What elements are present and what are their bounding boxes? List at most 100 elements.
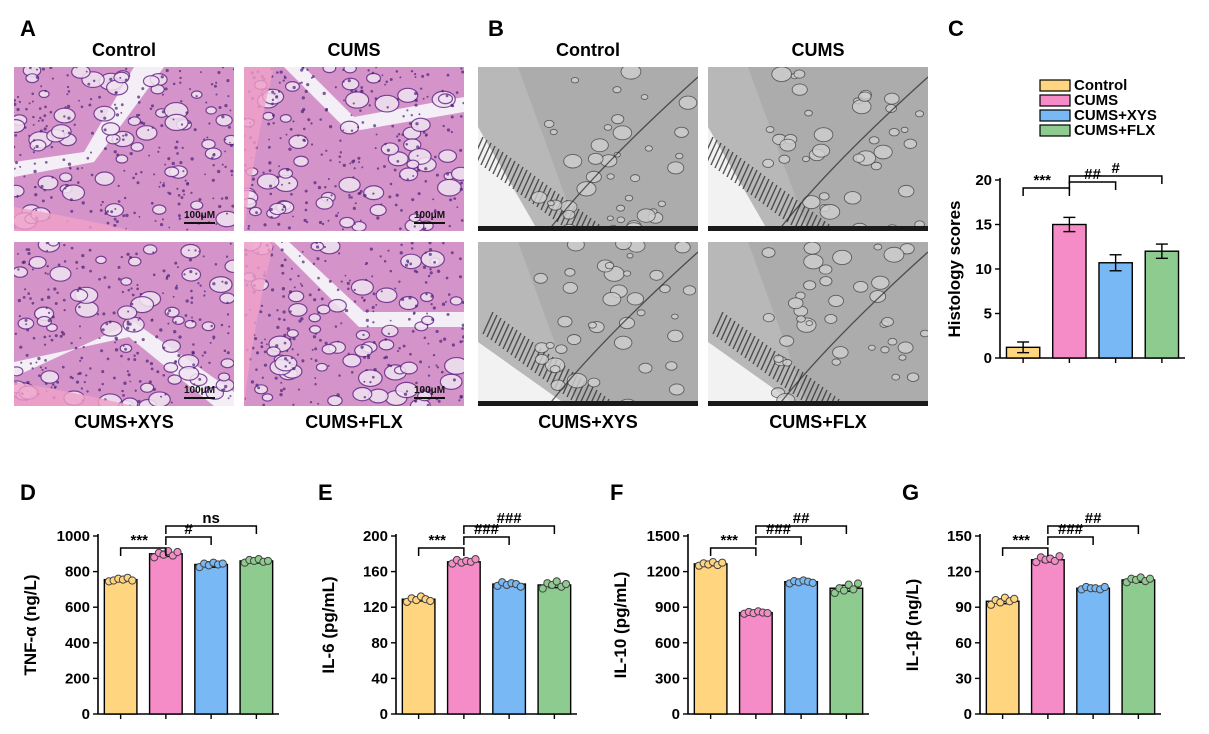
data-point xyxy=(986,600,996,609)
legend-swatch xyxy=(1039,124,1071,137)
data-point xyxy=(128,576,137,585)
data-point xyxy=(763,609,772,618)
data-point xyxy=(552,577,561,586)
legend-swatch xyxy=(1039,79,1071,92)
bar xyxy=(693,563,728,715)
bar xyxy=(401,598,436,715)
tem-image-cums xyxy=(708,67,928,231)
panel-b-letter: B xyxy=(488,16,504,41)
y-tick-label: 400 xyxy=(65,635,90,652)
bar xyxy=(1076,587,1111,715)
he-image-cums-xys xyxy=(14,242,234,406)
panel-a-letter: A xyxy=(20,16,36,41)
y-tick-label: 30 xyxy=(955,670,972,687)
tem-info-bar xyxy=(708,401,928,406)
panel-a-label-cums-flx: CUMS+FLX xyxy=(305,412,403,432)
y-tick-label: 0 xyxy=(380,706,388,723)
scale-bar-control: 100μM xyxy=(184,210,216,224)
data-point xyxy=(996,598,1005,607)
tem-texture xyxy=(708,242,928,406)
significance-label: ns xyxy=(202,510,220,527)
data-point xyxy=(853,579,863,588)
scale-bar-cums-xys: 100μM xyxy=(184,385,216,399)
bar xyxy=(446,561,481,715)
y-tick-label: 60 xyxy=(955,635,972,652)
tnf-alpha-chart: 0 200 400 600 800 1000 TNF-α (ng/L) *** # ns xyxy=(21,510,279,723)
significance-bracket xyxy=(463,536,510,545)
data-point xyxy=(1145,574,1155,583)
tem-info-bar xyxy=(478,226,698,231)
significance-bracket xyxy=(1047,536,1094,545)
tem-texture xyxy=(708,67,928,231)
data-point xyxy=(173,547,182,557)
y-axis-label: IL-6 (pg/mL) xyxy=(319,576,338,673)
significance-bracket xyxy=(1047,525,1140,534)
legend-swatch xyxy=(1039,109,1071,122)
bar xyxy=(1098,262,1133,359)
y-tick-label: 1200 xyxy=(647,564,680,581)
y-tick-label: 20 xyxy=(975,172,992,189)
data-point xyxy=(1010,594,1019,603)
panel-a-label-control: Control xyxy=(92,40,156,60)
he-texture xyxy=(14,242,234,406)
y-tick-label: 0 xyxy=(672,706,680,723)
significance-label: *** xyxy=(428,532,446,549)
significance-bracket xyxy=(1022,187,1071,196)
significance-bracket xyxy=(1068,175,1163,184)
panel-d-letter: D xyxy=(20,480,36,505)
y-tick-label: 90 xyxy=(955,599,972,616)
data-point xyxy=(426,596,435,606)
data-point xyxy=(844,580,853,589)
data-point xyxy=(808,578,817,587)
y-tick-label: 0 xyxy=(984,350,992,367)
il-1beta-chart: 0 30 60 90 120 150 IL-1β (ng/L) *** ##### xyxy=(903,510,1161,723)
legend-label: CUMS+XYS xyxy=(1074,107,1157,124)
significance-bracket xyxy=(755,525,848,534)
bar xyxy=(103,578,138,715)
panel-b-label-cums-flx: CUMS+FLX xyxy=(769,412,867,432)
significance-bracket xyxy=(119,547,167,556)
y-tick-label: 0 xyxy=(964,706,972,723)
panel-a-label-cums: CUMS xyxy=(327,40,381,60)
tem-texture xyxy=(478,242,698,406)
data-point xyxy=(718,558,727,567)
panel-b-label-control: Control xyxy=(556,40,620,60)
significance-bracket xyxy=(417,547,465,556)
significance-label: *** xyxy=(1033,172,1051,189)
panel-f-letter: F xyxy=(610,480,624,505)
panel-e-letter: E xyxy=(318,480,333,505)
y-axis-label: TNF-α (ng/L) xyxy=(21,574,40,675)
data-point xyxy=(538,584,547,593)
bar xyxy=(1030,559,1065,715)
y-tick-label: 150 xyxy=(947,528,972,545)
data-point xyxy=(849,585,858,594)
y-tick-label: 1000 xyxy=(57,528,90,545)
significance-label: ### xyxy=(766,521,792,538)
bar xyxy=(829,587,864,715)
significance-bracket xyxy=(463,525,556,534)
bar xyxy=(1121,579,1156,715)
panel-b-label-cums-xys: CUMS+XYS xyxy=(538,412,638,432)
tem-image-cums-xys xyxy=(478,242,698,406)
panel-a-label-cums-xys: CUMS+XYS xyxy=(74,412,174,432)
significance-label: *** xyxy=(720,532,738,549)
he-image-control xyxy=(14,67,234,231)
y-axis-label: Histology scores xyxy=(945,201,964,338)
y-tick-label: 1500 xyxy=(647,528,680,545)
legend-label: CUMS+FLX xyxy=(1074,122,1155,139)
tem-image-control xyxy=(478,67,698,231)
scale-bar-cums: 100μM xyxy=(414,210,446,224)
significance-label: # xyxy=(1111,160,1120,177)
tem-info-bar xyxy=(708,226,928,231)
y-tick-label: 120 xyxy=(363,599,388,616)
y-tick-label: 80 xyxy=(371,635,388,652)
significance-bracket xyxy=(1068,181,1117,190)
significance-label: # xyxy=(184,521,193,538)
data-point xyxy=(1100,582,1109,592)
significance-bracket xyxy=(165,536,212,545)
y-tick-label: 120 xyxy=(947,564,972,581)
bar xyxy=(738,611,773,715)
panel-b-label-cums: CUMS xyxy=(791,40,845,60)
